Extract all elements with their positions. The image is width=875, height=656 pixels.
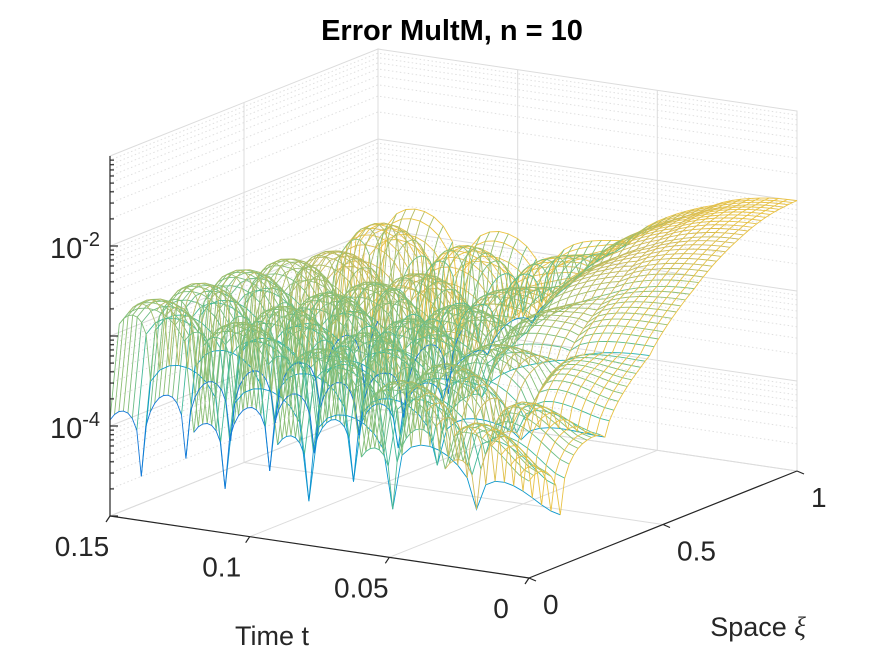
y-tick (528, 577, 537, 582)
z-gridline (109, 111, 798, 220)
mesh-line-space (212, 269, 632, 404)
y-axis-label: Space ξ (710, 612, 806, 642)
x-tick-label: 0 (493, 593, 509, 624)
z-gridline (109, 84, 798, 193)
mesh-line-time (137, 209, 407, 366)
mesh-line-time (342, 240, 612, 434)
mesh-line-time (258, 246, 528, 407)
y-floor-gridline (243, 462, 664, 525)
z-gridline (109, 52, 798, 161)
mesh-line-space (243, 265, 664, 394)
mesh-line-time (500, 197, 770, 498)
x-tick-label: 0.15 (55, 531, 110, 562)
mesh-line-time (323, 240, 593, 419)
mesh-line-time (118, 224, 388, 382)
mesh-line-time (407, 213, 677, 451)
grid (109, 48, 798, 579)
mesh-line-space (355, 208, 775, 350)
mesh-line-time (240, 233, 509, 392)
y-tick-label: 1 (811, 482, 827, 513)
y-tick-label: 0 (543, 589, 559, 620)
mesh-line-time (128, 213, 398, 371)
mesh-line-time (109, 320, 379, 477)
z-tick-label: 10-2 (50, 229, 100, 265)
mesh-line-time (212, 235, 481, 393)
mesh-line-space (373, 199, 793, 340)
x-tick-label: 0.05 (334, 572, 389, 603)
mesh-line-space (109, 307, 530, 482)
mesh-line-time (333, 240, 602, 425)
mesh-line-time (426, 208, 695, 466)
x-tick (524, 577, 530, 585)
z-gridline (109, 57, 798, 166)
axes (105, 156, 805, 585)
y-tick (662, 523, 671, 529)
mesh-line-time (351, 240, 621, 450)
z-gridline (109, 95, 798, 204)
mesh-line-time (510, 198, 779, 505)
x-tick-label: 0.1 (202, 552, 241, 583)
mesh-line-time (295, 249, 565, 419)
x-tick (384, 557, 390, 564)
mesh-line-time (388, 220, 658, 446)
mesh-line-space (274, 285, 695, 436)
mesh-line-time (165, 216, 435, 374)
mesh-line-time (454, 201, 723, 485)
chart-title: Error MultM, n = 10 (321, 15, 583, 47)
x-tick (105, 515, 111, 523)
mesh-line-time (472, 198, 742, 483)
mesh-line-space (323, 232, 744, 381)
mesh-line-space (136, 317, 557, 486)
z-gridline (109, 62, 798, 171)
z-gridline (109, 147, 798, 256)
mesh-line-space (248, 260, 668, 388)
mesh-line-time (379, 225, 649, 448)
mesh-line-space (341, 217, 762, 347)
mesh-line-time (146, 208, 416, 366)
mesh-line-space (377, 197, 798, 331)
z-gridline (109, 75, 798, 184)
mesh-line-time (463, 200, 732, 482)
mesh-line-space (203, 271, 623, 408)
mesh-line-time (193, 330, 463, 489)
mesh-line-time (267, 258, 537, 423)
x-axis-label: Time t (235, 621, 309, 651)
mesh-line-time (370, 231, 639, 456)
mesh-line-time (528, 200, 798, 515)
x-axis-line (109, 515, 530, 579)
mesh-line-time (519, 198, 788, 512)
x-tick (245, 536, 251, 543)
mesh-line-space (328, 228, 748, 366)
mesh-line-space (297, 250, 717, 374)
mesh-line-time (416, 211, 686, 457)
mesh-line-time (435, 206, 705, 479)
surface-mesh (109, 197, 798, 516)
mesh-line-time (174, 225, 444, 383)
mesh-line-time (202, 246, 472, 404)
mesh-line-time (221, 231, 491, 389)
mesh-line-space (207, 269, 628, 405)
mesh-line-time (230, 231, 500, 389)
z-tick-label: 10-4 (50, 409, 100, 445)
mesh-line-time (156, 211, 426, 368)
mesh-line-time (305, 244, 574, 415)
mesh-line-time (249, 238, 519, 398)
mesh-line-time (491, 197, 760, 492)
tick-labels: 0.15 0.1 0.05 0 0 0.5 1 10-2 10-4 (50, 229, 827, 624)
mesh-line-time (314, 241, 584, 416)
mesh-line-time (398, 217, 667, 447)
mesh-line-time (482, 197, 751, 486)
y-tick-label: 0.5 (677, 536, 716, 567)
y-tick (796, 470, 805, 475)
mesh-line-space (198, 276, 619, 413)
